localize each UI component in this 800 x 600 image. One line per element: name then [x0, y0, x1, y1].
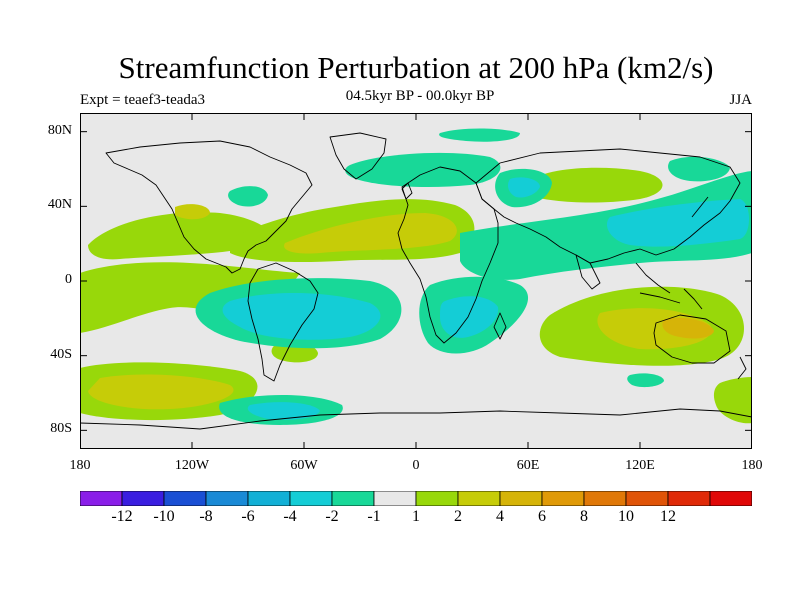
field-shading	[80, 128, 752, 425]
contour-neg2	[222, 292, 381, 340]
colorbar-label: -8	[199, 508, 213, 525]
contour-neg1	[668, 156, 730, 182]
contour-neg1	[627, 373, 664, 388]
colorbar-swatch	[289, 491, 333, 506]
colorbar-label: -1	[367, 508, 381, 525]
map-panel	[80, 113, 752, 449]
colorbar-swatch	[331, 491, 375, 506]
colorbar-swatch	[709, 491, 752, 506]
season-label: JJA	[729, 92, 752, 108]
colorbar-swatch	[583, 491, 627, 506]
experiment-label: Expt = teaef3-teada3	[80, 92, 206, 108]
lon-tick-label: 180	[69, 458, 91, 473]
contour-neg1	[345, 152, 501, 187]
lat-tick-label: 40S	[50, 346, 72, 362]
contour-pos3	[662, 317, 714, 339]
lon-tick-label: 120E	[625, 458, 655, 473]
colorbar-label: 4	[496, 508, 504, 525]
colorbar	[80, 491, 752, 506]
colorbar-label: 1	[412, 508, 420, 525]
colorbar-label: -12	[111, 508, 133, 525]
colorbar-label: -4	[283, 508, 297, 525]
colorbar-swatch	[667, 491, 711, 506]
contour-neg2	[508, 177, 540, 198]
colorbar-label: -6	[241, 508, 255, 525]
map-title: Streamfunction Perturbation at 200 hPa (…	[118, 50, 714, 85]
colorbar-swatch	[247, 491, 291, 506]
colorbar-label: -2	[325, 508, 339, 525]
colorbar-label: 12	[660, 508, 676, 525]
colorbar-swatch	[163, 491, 207, 506]
colorbar-label: 8	[580, 508, 588, 525]
colorbar-swatch	[205, 491, 249, 506]
colorbar-swatch	[373, 491, 417, 506]
colorbar-swatch	[625, 491, 669, 506]
lon-tick-label: 120W	[174, 458, 210, 473]
contour-neg1	[460, 171, 752, 280]
colorbar-swatch	[121, 491, 165, 506]
contour-pos1	[88, 212, 275, 260]
colorbar-swatch	[415, 491, 459, 506]
colorbar-label: 2	[454, 508, 462, 525]
lon-tick-label: 180	[741, 458, 763, 473]
contour-neg2	[606, 199, 749, 247]
colorbar-swatch	[80, 491, 123, 506]
contour-pos2	[88, 374, 234, 410]
colorbar-label: 6	[538, 508, 546, 525]
lon-tick-label: 0	[412, 458, 420, 473]
contour-pos2	[284, 213, 457, 254]
colorbar-swatch	[499, 491, 543, 506]
contour-neg2	[247, 402, 320, 420]
lat-tick-label: 40N	[47, 197, 72, 213]
contour-neg1	[228, 186, 268, 207]
period-label: 04.5kyr BP - 00.0kyr BP	[345, 88, 495, 104]
lon-tick-label: 60W	[290, 458, 318, 473]
streamfunction-map	[80, 113, 752, 449]
contour-pos1	[528, 167, 663, 203]
contour-pos1	[80, 262, 300, 333]
lon-tick-label: 60E	[516, 458, 540, 473]
coastlines	[80, 132, 752, 430]
contour-pos2	[175, 204, 210, 220]
colorbar-swatch	[541, 491, 585, 506]
colorbar-label: -10	[153, 508, 175, 525]
lat-tick-label: 0	[65, 272, 72, 287]
contour-neg1	[439, 128, 520, 142]
colorbar-swatch	[457, 491, 501, 506]
contour-neg2	[440, 296, 499, 338]
lat-tick-label: 80S	[50, 421, 72, 437]
colorbar-label: 10	[618, 508, 634, 525]
lat-tick-label: 80N	[47, 122, 72, 138]
